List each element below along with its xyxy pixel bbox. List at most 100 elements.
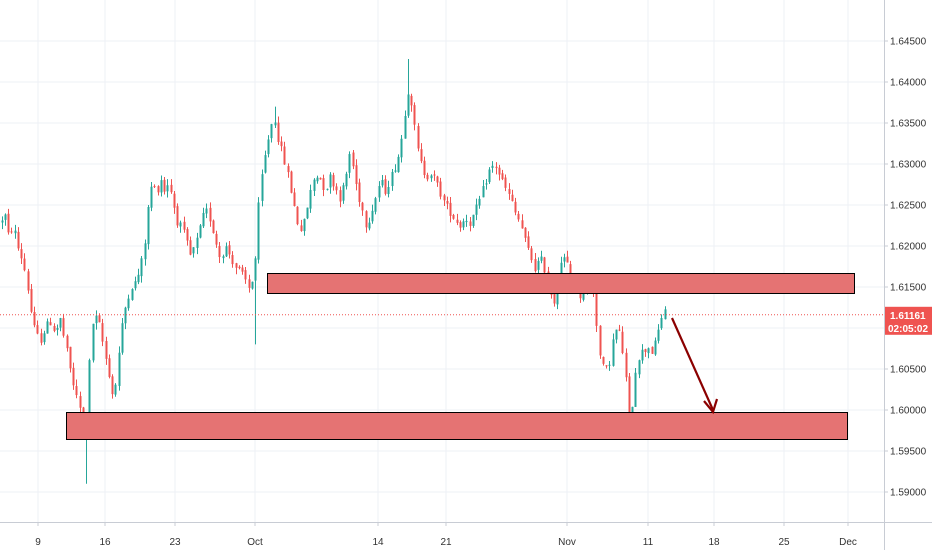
price-tick-label: 1.64500: [890, 37, 927, 48]
candle-body-34: [111, 376, 114, 395]
candle-body-191: [621, 331, 624, 354]
candle-body-92: [300, 225, 303, 232]
candle-body-104: [339, 190, 342, 202]
time-tick-label: 25: [778, 537, 790, 548]
candle-body-14: [46, 321, 49, 334]
candle-body-41: [134, 281, 137, 289]
candle-body-102: [332, 175, 335, 187]
candle-body-158: [514, 201, 517, 213]
candle-body-204: [664, 309, 667, 320]
candle-body-19: [62, 318, 65, 336]
candle-body-135: [439, 181, 442, 197]
candle-body-16: [53, 325, 56, 331]
candle-body-117: [381, 179, 384, 186]
candle-body-170: [553, 293, 556, 304]
candle-body-186: [605, 365, 608, 367]
candle-body-27: [88, 360, 91, 428]
candle-body-74: [241, 267, 244, 272]
last-price-tag: 1.61161 02:05:02: [885, 306, 932, 335]
candle-body-114: [371, 210, 374, 222]
candle-body-60: [196, 237, 199, 248]
candle-body-144: [469, 221, 472, 226]
candle-body-122: [397, 156, 400, 173]
candle-body-42: [137, 274, 140, 283]
candle-body-69: [225, 246, 228, 257]
time-tick-label: Dec: [839, 537, 857, 548]
candle-body-8: [27, 271, 30, 291]
candle-body-32: [105, 341, 108, 359]
time-tick-label: 11: [643, 537, 654, 548]
candle-body-139: [452, 215, 455, 219]
candle-body-98: [319, 177, 322, 180]
candle-body-91: [296, 206, 299, 225]
candle-body-107: [348, 154, 351, 173]
candle-body-188: [612, 339, 615, 366]
candle-body-109: [355, 165, 358, 185]
candle-body-61: [199, 225, 202, 238]
candle-body-136: [443, 195, 446, 201]
candle-body-172: [560, 262, 563, 280]
time-axis[interactable]: 9 16 23 Oct 14 21 Nov 11 18 25 Dec: [35, 522, 857, 548]
candle-body-46: [150, 186, 153, 208]
candle-body-166: [540, 256, 543, 261]
candle-body-40: [131, 289, 134, 300]
candle-body-84: [274, 122, 277, 126]
candle-body-162: [527, 236, 530, 248]
price-tick-label: 1.60500: [890, 365, 927, 376]
candle-body-129: [420, 149, 423, 162]
candle-body-53: [173, 193, 176, 208]
price-tick-label: 1.64000: [890, 78, 927, 89]
candle-body-59: [192, 247, 195, 254]
candle-body-119: [387, 187, 390, 195]
time-tick-label: Nov: [558, 537, 576, 548]
candle-body-54: [176, 206, 179, 226]
price-axis[interactable]: 1.64500 1.64000 1.63500 1.63000 1.62500 1.620…: [884, 37, 927, 499]
candle-body-111: [361, 202, 364, 211]
price-tick-label: 1.59500: [890, 447, 927, 458]
candle-body-118: [384, 179, 387, 194]
candle-body-87: [283, 146, 286, 165]
candle-body-116: [378, 186, 381, 198]
candle-body-189: [615, 329, 618, 340]
candle-body-159: [517, 213, 520, 220]
candle-body-48: [157, 186, 160, 193]
support-resistance-zones[interactable]: [66, 273, 855, 440]
candle-body-143: [465, 220, 468, 223]
candle-body-2: [7, 213, 10, 233]
candle-body-157: [511, 194, 514, 202]
candle-body-51: [166, 185, 169, 192]
candle-body-175: [569, 264, 572, 276]
candle-body-165: [537, 260, 540, 270]
candle-body-89: [290, 171, 293, 193]
candle-body-43: [140, 258, 143, 277]
candle-body-45: [147, 207, 150, 245]
candle-body-85: [277, 122, 280, 142]
candle-body-194: [631, 406, 634, 416]
last-price-value: 1.61161: [890, 311, 926, 322]
candle-body-184: [599, 325, 602, 356]
candle-body-9: [30, 288, 33, 312]
candle-body-3: [10, 231, 13, 233]
candle-body-126: [410, 95, 413, 106]
candle-body-112: [365, 211, 368, 228]
candle-body-10: [33, 312, 36, 326]
candle-body-153: [498, 167, 501, 175]
candle-body-110: [358, 182, 361, 203]
candle-body-82: [267, 139, 270, 155]
candle-body-97: [316, 177, 319, 182]
price-tick-label: 1.61500: [890, 283, 927, 294]
candle-body-164: [534, 259, 537, 272]
chart-grid: [0, 0, 884, 522]
candle-body-124: [404, 115, 407, 139]
candle-body-195: [634, 372, 637, 407]
candle-body-30: [98, 315, 101, 323]
candle-body-36: [118, 352, 121, 386]
candle-body-49: [160, 180, 163, 193]
candle-body-95: [309, 189, 312, 209]
candle-body-64: [209, 207, 212, 222]
price-tick-label: 1.63500: [890, 119, 927, 130]
projection-arrow[interactable]: [670, 317, 719, 415]
candle-body-52: [170, 184, 173, 193]
candle-body-15: [49, 322, 52, 326]
